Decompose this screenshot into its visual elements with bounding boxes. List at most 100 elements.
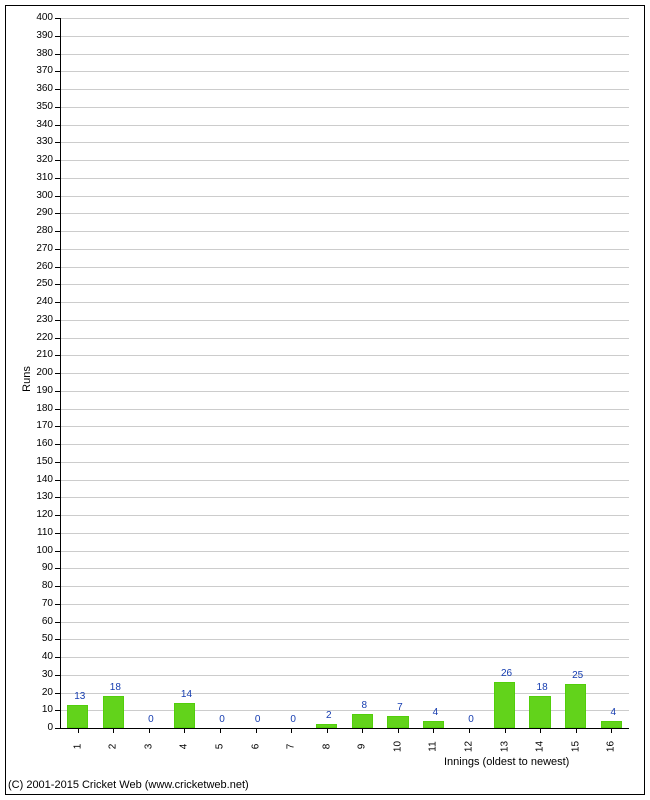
gridline [60,533,629,534]
bar [174,703,195,728]
y-tick-label: 340 [25,119,53,130]
y-tick-label: 80 [25,580,53,591]
gridline [60,267,629,268]
bar-value-label: 4 [433,707,439,718]
y-tick-label: 10 [25,704,53,715]
y-tick-label: 220 [25,332,53,343]
y-tick-label: 310 [25,172,53,183]
x-tick-label: 6 [250,739,261,755]
bar-value-label: 0 [219,714,225,725]
y-tick-label: 190 [25,385,53,396]
bar [352,714,373,728]
x-tick-label: 15 [570,739,581,755]
y-tick-label: 180 [25,403,53,414]
bar-value-label: 26 [501,668,512,679]
gridline [60,71,629,72]
y-tick-label: 110 [25,527,53,538]
y-tick-label: 330 [25,136,53,147]
bar-value-label: 7 [397,702,403,713]
gridline [60,675,629,676]
y-tick-label: 380 [25,48,53,59]
gridline [60,391,629,392]
gridline [60,622,629,623]
bar [565,684,586,728]
bar-value-label: 0 [148,714,154,725]
y-tick-label: 70 [25,598,53,609]
gridline [60,355,629,356]
bar [103,696,124,728]
gridline [60,604,629,605]
x-tick-label: 11 [428,739,439,755]
y-tick-label: 60 [25,616,53,627]
gridline [60,196,629,197]
y-tick-label: 270 [25,243,53,254]
gridline [60,657,629,658]
y-tick-label: 300 [25,190,53,201]
bar [387,716,408,728]
gridline [60,551,629,552]
gridline [60,36,629,37]
gridline [60,409,629,410]
bar-value-label: 2 [326,710,332,721]
bar-value-label: 13 [74,691,85,702]
y-tick-label: 130 [25,491,53,502]
x-tick-label: 5 [215,739,226,755]
gridline [60,107,629,108]
y-tick-label: 370 [25,65,53,76]
y-tick-label: 120 [25,509,53,520]
y-tick-label: 390 [25,30,53,41]
y-tick-label: 90 [25,562,53,573]
gridline [60,54,629,55]
gridline [60,231,629,232]
y-axis-line [60,18,61,728]
x-axis-label: Innings (oldest to newest) [444,756,569,768]
y-tick-label: 360 [25,83,53,94]
y-tick-label: 0 [25,722,53,733]
y-tick-label: 20 [25,687,53,698]
bar-value-label: 4 [610,707,616,718]
x-tick-label: 2 [108,739,119,755]
bar-value-label: 18 [537,682,548,693]
gridline [60,480,629,481]
y-tick-label: 250 [25,278,53,289]
bar-value-label: 0 [255,714,261,725]
gridline [60,302,629,303]
y-tick-label: 170 [25,420,53,431]
gridline [60,284,629,285]
y-tick-label: 210 [25,349,53,360]
bar-value-label: 0 [290,714,296,725]
y-tick-label: 230 [25,314,53,325]
gridline [60,586,629,587]
gridline [60,444,629,445]
y-tick-label: 160 [25,438,53,449]
bar-value-label: 8 [362,700,368,711]
gridline [60,89,629,90]
bar-value-label: 18 [110,682,121,693]
gridline [60,178,629,179]
gridline [60,160,629,161]
y-tick-label: 200 [25,367,53,378]
gridline [60,249,629,250]
gridline [60,320,629,321]
y-tick-label: 100 [25,545,53,556]
bar [494,682,515,728]
x-tick-label: 1 [72,739,83,755]
x-axis-line [60,728,629,729]
y-tick-label: 40 [25,651,53,662]
gridline [60,142,629,143]
x-tick-label: 3 [143,739,154,755]
x-tick-label: 16 [606,739,617,755]
gridline [60,213,629,214]
y-tick-label: 320 [25,154,53,165]
gridline [60,497,629,498]
bar-value-label: 0 [468,714,474,725]
y-tick-label: 30 [25,669,53,680]
y-tick-label: 400 [25,12,53,23]
y-tick-label: 290 [25,207,53,218]
bar [67,705,88,728]
copyright-text: (C) 2001-2015 Cricket Web (www.cricketwe… [8,779,249,791]
x-tick-label: 8 [321,739,332,755]
bar-value-label: 25 [572,670,583,681]
bar [423,721,444,728]
bar-value-label: 14 [181,689,192,700]
